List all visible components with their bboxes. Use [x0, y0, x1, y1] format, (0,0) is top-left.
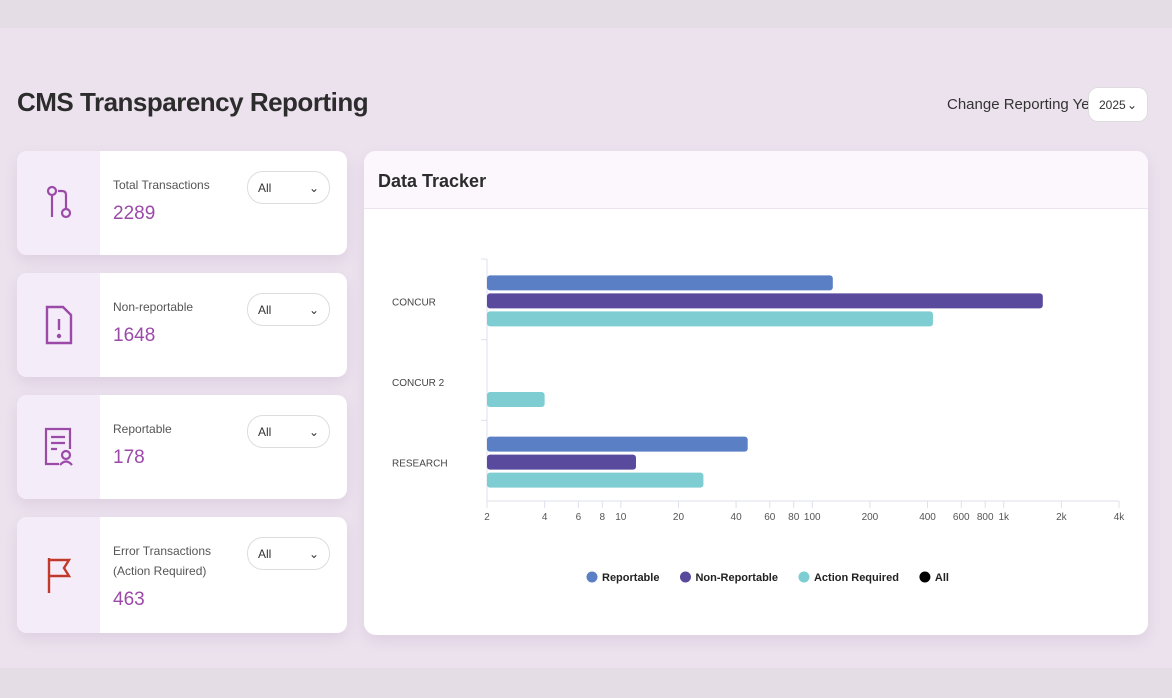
non-reportable-filter-select[interactable]: All ⌄ — [247, 293, 330, 326]
footer — [0, 668, 1172, 698]
panel-title: Data Tracker — [364, 151, 1148, 209]
x-tick-label: 600 — [953, 512, 970, 523]
flag-icon — [17, 517, 100, 633]
chevron-down-icon: ⌄ — [1126, 97, 1137, 112]
reporting-year-label: Change Reporting Year — [947, 96, 1103, 113]
card-label: Total Transactions — [113, 178, 210, 192]
chevron-down-icon: ⌄ — [308, 546, 319, 561]
bar-non-reportable — [487, 454, 636, 470]
x-tick-label: 20 — [673, 512, 685, 523]
card-label: Non-reportable — [113, 300, 194, 314]
filter-value: All — [258, 424, 272, 439]
bar-reportable — [487, 275, 833, 291]
card-value: 2289 — [113, 203, 156, 224]
x-tick-label: 80 — [788, 512, 800, 523]
category-label: RESEARCH — [392, 459, 448, 470]
page-title: CMS Transparency Reporting — [17, 87, 369, 117]
filter-value: All — [258, 302, 272, 317]
card-reportable: Reportable 178 All ⌄ — [17, 395, 347, 499]
card-label-line1: Error Transactions — [113, 544, 212, 558]
legend-dot — [586, 571, 598, 583]
bar-non-reportable — [487, 293, 1043, 309]
x-tick-label: 800 — [977, 512, 994, 523]
reporting-year-select[interactable]: 2025 ⌄ — [1088, 87, 1148, 122]
card-value: 178 — [113, 447, 145, 468]
category-label: CONCUR — [392, 297, 436, 308]
x-tick-label: 4 — [542, 512, 548, 523]
card-error-transactions: Error Transactions (Action Required) 463 … — [17, 517, 347, 633]
x-tick-label: 400 — [919, 512, 936, 523]
x-tick-label: 2k — [1056, 512, 1068, 523]
x-tick-label: 2 — [484, 512, 490, 523]
bar-action-required — [487, 392, 545, 407]
bar-action-required — [487, 311, 933, 327]
legend-label-non-reportable: Non-Reportable — [695, 572, 778, 584]
x-tick-label: 6 — [576, 512, 582, 523]
card-label-line2: (Action Required) — [113, 564, 207, 578]
bar-action-required — [487, 472, 704, 488]
filter-value: All — [258, 546, 272, 561]
bar-reportable — [487, 436, 748, 452]
git-pull-icon — [17, 151, 100, 255]
card-non-reportable: Non-reportable 1648 All ⌄ — [17, 273, 347, 377]
x-tick-label: 40 — [731, 512, 743, 523]
x-tick-label: 10 — [615, 512, 627, 523]
file-alert-icon — [17, 273, 100, 377]
reportable-filter-select[interactable]: All ⌄ — [247, 415, 330, 448]
error-filter-select[interactable]: All ⌄ — [247, 537, 330, 570]
total-filter-select[interactable]: All ⌄ — [247, 171, 330, 204]
card-label: Reportable — [113, 422, 172, 436]
legend-dot — [919, 571, 931, 583]
x-tick-label: 8 — [599, 512, 605, 523]
reporting-year-value: 2025 — [1099, 97, 1126, 112]
legend-dot — [679, 571, 691, 583]
legend-label-reportable: Reportable — [602, 572, 659, 584]
legend-label-all: All — [935, 572, 949, 584]
data-tracker-chart: CONCUR CONCUR 2 RESEARCH 2 4 6 8 10 20 40 60 80 100 2… — [392, 258, 1126, 584]
legend-label-action-required: Action Required — [814, 572, 899, 584]
card-label: Error Transactions (Action Required) — [113, 541, 211, 581]
x-tick-label: 200 — [862, 512, 879, 523]
filter-value: All — [258, 180, 272, 195]
legend-dot — [798, 571, 810, 583]
category-label: CONCUR 2 — [392, 378, 445, 389]
card-value: 1648 — [113, 325, 156, 346]
x-tick-label: 1k — [998, 512, 1010, 523]
chevron-down-icon: ⌄ — [308, 424, 319, 439]
card-value: 463 — [113, 589, 145, 610]
certificate-icon — [17, 395, 100, 499]
chevron-down-icon: ⌄ — [308, 302, 319, 317]
x-tick-label: 100 — [804, 512, 821, 523]
x-tick-label: 4k — [1114, 512, 1126, 523]
chevron-down-icon: ⌄ — [308, 180, 319, 195]
x-tick-label: 60 — [764, 512, 776, 523]
data-tracker-panel: Data Tracker CONCUR CONCUR 2 RESEARCH 2 4 6 8 1… — [364, 151, 1148, 635]
card-total-transactions: Total Transactions 2289 All ⌄ — [17, 151, 347, 255]
